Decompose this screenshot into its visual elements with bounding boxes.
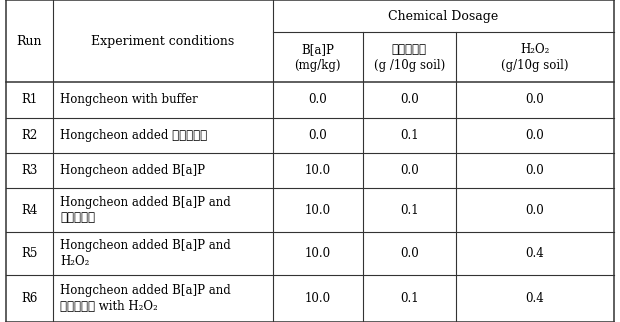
Text: 헤모글로빈
(g /10g soil): 헤모글로빈 (g /10g soil) [374, 43, 445, 72]
Text: 0.0: 0.0 [400, 164, 419, 177]
Text: 10.0: 10.0 [304, 164, 331, 177]
Text: 0.4: 0.4 [525, 247, 544, 260]
Text: 0.0: 0.0 [525, 93, 544, 106]
Text: Hongcheon added B[a]P and
헤모글로빈 with H₂O₂: Hongcheon added B[a]P and 헤모글로빈 with H₂O… [60, 284, 231, 313]
Text: Run: Run [17, 34, 42, 48]
Text: 0.0: 0.0 [400, 247, 419, 260]
Text: R5: R5 [21, 247, 38, 260]
Text: Hongcheon added 헤모글로빈: Hongcheon added 헤모글로빈 [60, 129, 207, 142]
Text: Hongcheon with buffer: Hongcheon with buffer [60, 93, 198, 106]
Text: 0.1: 0.1 [400, 292, 419, 305]
Text: Experiment conditions: Experiment conditions [91, 34, 234, 48]
Text: 0.0: 0.0 [525, 164, 544, 177]
Text: 0.1: 0.1 [400, 129, 419, 142]
Text: 0.0: 0.0 [308, 129, 327, 142]
Text: 0.0: 0.0 [525, 129, 544, 142]
Text: 10.0: 10.0 [304, 292, 331, 305]
Text: 0.0: 0.0 [400, 93, 419, 106]
Text: R6: R6 [21, 292, 38, 305]
Text: Hongcheon added B[a]P: Hongcheon added B[a]P [60, 164, 205, 177]
Text: 10.0: 10.0 [304, 204, 331, 217]
Text: H₂O₂
(g/10g soil): H₂O₂ (g/10g soil) [501, 43, 569, 72]
Text: R4: R4 [21, 204, 38, 217]
Text: 0.0: 0.0 [525, 204, 544, 217]
Text: R1: R1 [21, 93, 38, 106]
Text: B[a]P
(mg/kg): B[a]P (mg/kg) [294, 43, 341, 72]
Text: Hongcheon added B[a]P and
헤모글로빈: Hongcheon added B[a]P and 헤모글로빈 [60, 196, 231, 224]
Text: R3: R3 [21, 164, 38, 177]
Text: 10.0: 10.0 [304, 247, 331, 260]
Text: 0.4: 0.4 [525, 292, 544, 305]
Text: R2: R2 [21, 129, 38, 142]
Text: 0.0: 0.0 [308, 93, 327, 106]
Text: Chemical Dosage: Chemical Dosage [388, 10, 498, 23]
Text: Hongcheon added B[a]P and
H₂O₂: Hongcheon added B[a]P and H₂O₂ [60, 239, 231, 268]
Text: 0.1: 0.1 [400, 204, 419, 217]
